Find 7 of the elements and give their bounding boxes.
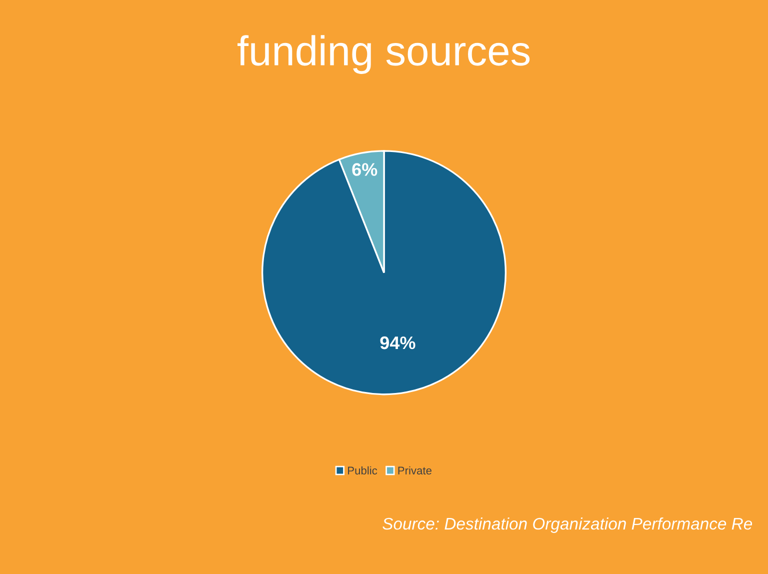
source-note: Source: Destination Organization Performance Re: [382, 517, 752, 533]
pie-slice: [261, 150, 507, 396]
legend-label: Public: [348, 466, 378, 474]
data-label: 6%: [352, 163, 378, 176]
chart-title: funding sources: [238, 35, 530, 74]
data-label: 94%: [380, 336, 416, 350]
legend-label: Private: [398, 466, 432, 474]
